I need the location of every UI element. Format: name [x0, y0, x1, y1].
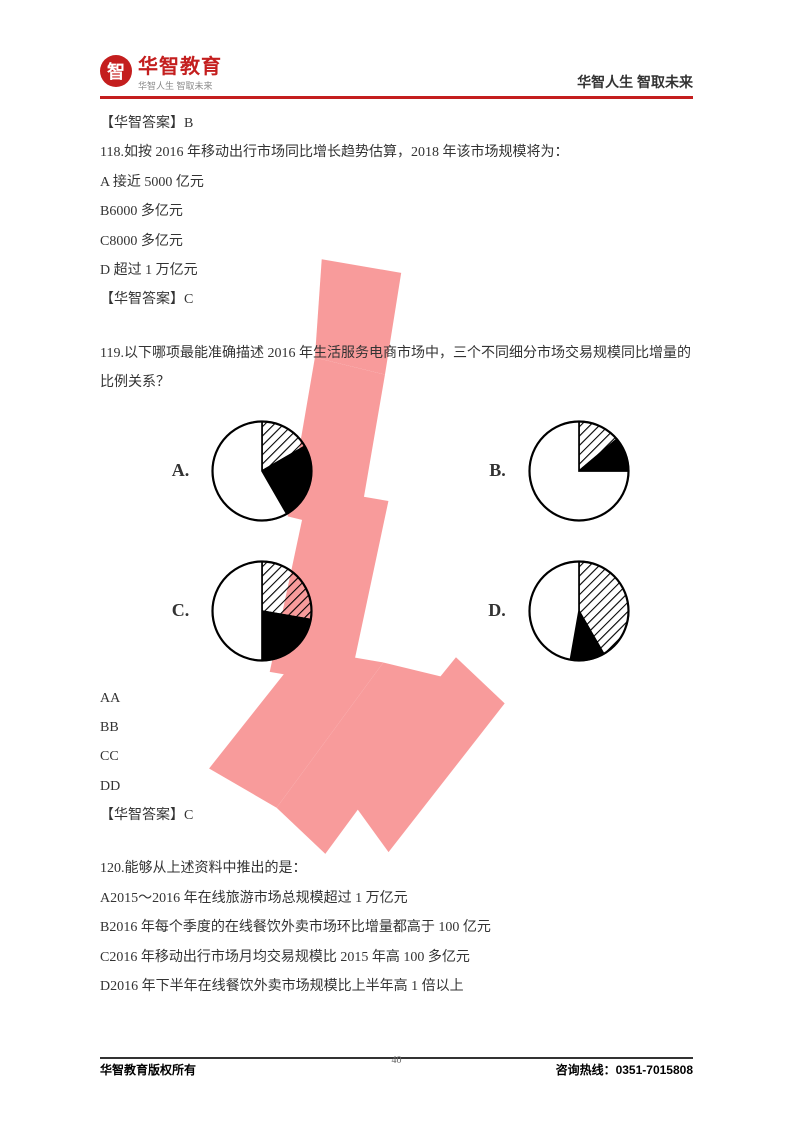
logo-title: 华智教育: [138, 50, 222, 79]
q119-list-aa: AA: [100, 684, 693, 713]
pie-chart-grid: A. B. C. D.: [100, 416, 693, 666]
header-slogan: 华智人生 智取未来: [577, 72, 693, 92]
logo: 智 华智教育 华智人生 智取未来: [100, 50, 222, 92]
pie-chart-b: [524, 416, 634, 526]
q120-stem: 120.能够从上述资料中推出的是：: [100, 854, 693, 883]
q120-option-c: C2016 年移动出行市场月均交易规模比 2015 年高 100 多亿元: [100, 943, 693, 972]
q119-stem: 119.以下哪项最能准确描述 2016 年生活服务电商市场中，三个不同细分市场交…: [100, 339, 693, 398]
logo-icon: 智: [100, 55, 132, 87]
page-header: 智 华智教育 华智人生 智取未来 华智人生 智取未来: [100, 50, 693, 92]
q120-option-b: B2016 年每个季度的在线餐饮外卖市场环比增量都高于 100 亿元: [100, 913, 693, 942]
pie-option-a: A.: [100, 416, 377, 526]
q118-option-d: D 超过 1 万亿元: [100, 256, 693, 285]
q118-option-b: B6000 多亿元: [100, 197, 693, 226]
q119-list-cc: CC: [100, 742, 693, 771]
pie-chart-c: [207, 556, 317, 666]
q119-list-bb: BB: [100, 713, 693, 742]
q120-option-d: D2016 年下半年在线餐饮外卖市场规模比上半年高 1 倍以上: [100, 972, 693, 1001]
pie-label-d: D.: [476, 592, 506, 630]
header-divider: [100, 96, 693, 99]
pie-option-d: D.: [417, 556, 694, 666]
pie-option-b: B.: [417, 416, 694, 526]
pie-label-b: B.: [476, 452, 506, 490]
pie-option-c: C.: [100, 556, 377, 666]
logo-subtitle: 华智人生 智取未来: [138, 79, 222, 92]
q118-answer: 【华智答案】C: [100, 285, 693, 314]
pie-chart-a: [207, 416, 317, 526]
q118-stem: 118.如按 2016 年移动出行市场同比增长趋势估算，2018 年该市场规模将…: [100, 138, 693, 167]
content-body: 【华智答案】B 118.如按 2016 年移动出行市场同比增长趋势估算，2018…: [100, 109, 693, 1001]
q118-option-c: C8000 多亿元: [100, 227, 693, 256]
answer-line: 【华智答案】B: [100, 109, 693, 138]
q119-answer: 【华智答案】C: [100, 801, 693, 830]
q118-option-a: A 接近 5000 亿元: [100, 168, 693, 197]
pie-label-c: C.: [159, 592, 189, 630]
pie-chart-d: [524, 556, 634, 666]
q119-list-dd: DD: [100, 772, 693, 801]
pie-label-a: A.: [159, 452, 189, 490]
q120-option-a: A2015～2016 年在线旅游市场总规模超过 1 万亿元: [100, 884, 693, 913]
